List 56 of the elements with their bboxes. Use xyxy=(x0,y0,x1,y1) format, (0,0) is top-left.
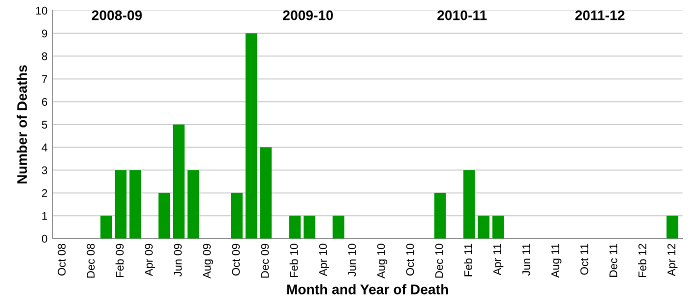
bar xyxy=(463,170,475,238)
annotation: 2011-12 xyxy=(575,10,624,20)
bar xyxy=(332,216,344,238)
x-tick-label: Dec 09 xyxy=(261,244,269,278)
y-tick-label: 8 xyxy=(42,52,48,60)
bar xyxy=(289,216,301,238)
y-tick-label: 4 xyxy=(42,144,48,152)
x-tick-label: Apr 12 xyxy=(667,244,678,276)
annotation: 2010-11 xyxy=(437,10,487,20)
annotation: 2008-09 xyxy=(92,10,142,20)
bar xyxy=(434,192,446,238)
x-tick-label: Feb 12 xyxy=(638,244,646,278)
x-tick-label: Oct 11 xyxy=(580,244,588,275)
x-tick-label: Dec 08 xyxy=(86,244,95,278)
x-tick-label: Aug 10 xyxy=(377,244,388,279)
y-axis-title: Number of Deaths xyxy=(16,65,27,184)
x-tick-label: Feb 09 xyxy=(116,244,124,278)
bar xyxy=(231,192,243,238)
bar xyxy=(260,147,272,238)
bar xyxy=(188,170,200,238)
bar xyxy=(304,216,316,238)
x-tick-label: Oct 10 xyxy=(406,244,414,276)
bar xyxy=(129,170,142,238)
x-tick-label: Aug 11 xyxy=(551,244,562,278)
x-tick-label: Apr 09 xyxy=(144,244,155,276)
bar xyxy=(246,33,258,238)
x-tick-label: Feb 11 xyxy=(464,244,472,276)
x-tick-label: Aug 09 xyxy=(202,244,213,279)
x-tick-label: Feb 10 xyxy=(290,244,298,278)
y-tick-label: 5 xyxy=(42,120,48,129)
x-tick-label: Dec 11 xyxy=(610,244,618,277)
annotation: 2009-10 xyxy=(283,10,333,20)
x-tick-label: Jun 11 xyxy=(522,244,530,276)
x-tick-label: Oct 08 xyxy=(58,244,66,276)
x-tick-label: Jun 10 xyxy=(348,244,356,277)
x-axis-title: Month and Year of Death xyxy=(287,284,448,294)
x-tick-label: Apr 10 xyxy=(319,244,330,276)
bar xyxy=(666,216,678,238)
y-tick-label: 2 xyxy=(42,189,48,197)
x-tick-label: Jun 09 xyxy=(174,244,182,277)
x-tick-label: Apr 11 xyxy=(493,244,504,276)
bar xyxy=(492,216,504,238)
y-tick-label: 3 xyxy=(42,166,48,174)
bar xyxy=(172,124,185,238)
x-tick-label: Dec 10 xyxy=(435,244,444,278)
y-tick-label: 1 xyxy=(42,212,48,220)
x-tick-label: Oct 09 xyxy=(232,244,240,276)
bar xyxy=(114,170,127,238)
bar xyxy=(100,216,112,238)
y-tick-label: 0 xyxy=(42,234,48,243)
y-tick-label: 9 xyxy=(42,30,48,38)
bar xyxy=(158,192,170,238)
y-tick-label: 6 xyxy=(42,98,48,106)
bar xyxy=(478,216,490,238)
y-tick-label: 10 xyxy=(36,6,48,15)
y-tick-label: 7 xyxy=(42,75,48,83)
